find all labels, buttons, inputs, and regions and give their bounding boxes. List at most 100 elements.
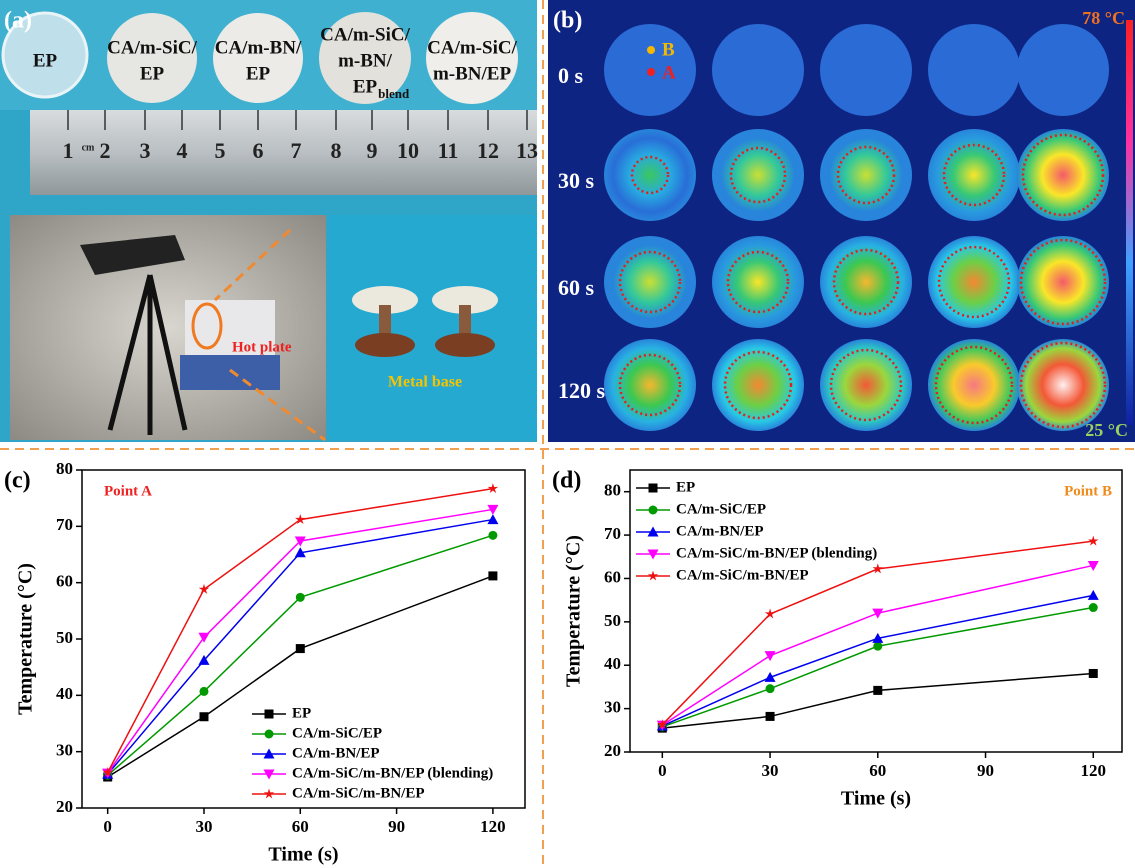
y-tick-label: 40 xyxy=(604,654,621,673)
ruler-number: 12 xyxy=(477,138,499,163)
data-point xyxy=(1088,603,1098,613)
thermal-disk xyxy=(604,339,696,431)
data-point xyxy=(657,719,668,730)
data-point xyxy=(1088,668,1098,678)
ruler-number: 3 xyxy=(140,138,151,163)
series-line xyxy=(662,594,1094,727)
data-point xyxy=(872,608,884,619)
data-point xyxy=(487,504,499,515)
ruler-unit: cm xyxy=(82,142,95,153)
hot-zone-ring xyxy=(1019,238,1107,326)
y-tick-label: 50 xyxy=(56,628,73,647)
color-bar xyxy=(1126,20,1133,425)
y-tick-label: 30 xyxy=(604,698,621,717)
thermal-disk xyxy=(928,129,1020,221)
time-label: 120 s xyxy=(558,378,606,403)
data-point xyxy=(199,712,209,722)
hot-zone-ring xyxy=(618,353,682,417)
data-point xyxy=(199,686,209,696)
legend-marker xyxy=(263,748,275,759)
thermal-disk xyxy=(604,236,696,328)
y-tick-label: 60 xyxy=(604,567,621,586)
sample-label: CA/m-SiC/ xyxy=(427,37,517,58)
data-point xyxy=(873,641,883,651)
y-tick-label: 20 xyxy=(56,797,73,816)
sample-disk xyxy=(213,13,303,103)
hot-zone-ring xyxy=(934,345,1014,425)
panel-label: (a) xyxy=(4,8,32,34)
highlight-ring xyxy=(191,302,223,350)
thermal-disk xyxy=(604,129,696,221)
data-point xyxy=(764,651,776,662)
legend-label: CA/m-SiC/m-BN/EP (blending) xyxy=(292,765,493,781)
data-point xyxy=(198,632,210,643)
thermal-disk xyxy=(928,339,1020,431)
y-tick-label: 30 xyxy=(56,741,73,760)
legend-marker xyxy=(647,570,659,581)
data-point xyxy=(198,654,210,665)
y-tick-label: 70 xyxy=(56,515,73,534)
legend-label: CA/m-SiC/EP xyxy=(292,725,382,741)
y-tick-label: 20 xyxy=(604,741,621,760)
hot-zone-ring xyxy=(836,145,896,205)
legend-marker xyxy=(263,769,275,780)
sample-disk xyxy=(426,12,518,104)
thermal-disk xyxy=(820,24,912,116)
y-axis-label: Temperature (°C) xyxy=(563,535,585,687)
series-line xyxy=(107,534,494,776)
y-axis-label: Temperature (°C) xyxy=(15,563,37,715)
series-line xyxy=(662,606,1094,728)
base-stem xyxy=(379,305,391,335)
data-point xyxy=(488,571,498,581)
legend-marker xyxy=(264,729,274,739)
y-tick-label: 70 xyxy=(604,524,621,543)
sample-label: CA/m-SiC/ xyxy=(320,24,410,45)
point-label: A xyxy=(662,62,676,83)
pointer xyxy=(213,228,292,302)
scale-max: 78 °C xyxy=(1082,8,1125,28)
hot-zone-ring xyxy=(726,250,790,314)
ruler-number: 2 xyxy=(100,138,111,163)
hot-zone-ring xyxy=(630,155,670,195)
time-label: 60 s xyxy=(558,275,595,300)
thermal-disk xyxy=(712,129,804,221)
x-tick-label: 30 xyxy=(762,761,779,780)
legend-label: CA/m-BN/EP xyxy=(676,523,764,539)
thermal-disk xyxy=(712,24,804,116)
series-line xyxy=(661,564,1094,726)
x-tick-label: 120 xyxy=(480,817,506,836)
ruler-number: 8 xyxy=(331,138,342,163)
data-point xyxy=(295,514,306,525)
sample-label: CA/m-SiC/ xyxy=(107,37,197,58)
thermal-disk xyxy=(1017,129,1109,221)
thermal-disk xyxy=(1017,339,1109,431)
panel-label: (c) xyxy=(4,468,31,494)
x-tick-label: 30 xyxy=(195,817,212,836)
legend-label: EP xyxy=(676,479,695,495)
annotation: Hot plate xyxy=(232,339,292,355)
hot-zone-ring xyxy=(832,248,900,316)
base-plate xyxy=(355,333,415,357)
ruler-number: 1 xyxy=(63,138,74,163)
data-point xyxy=(294,547,306,558)
ruler-number: 4 xyxy=(177,138,188,163)
series-line xyxy=(661,540,1094,726)
thermal-disk xyxy=(928,24,1020,116)
y-tick-label: 50 xyxy=(604,611,621,630)
panel-label: (b) xyxy=(553,8,582,34)
legend-marker xyxy=(647,526,659,537)
base-stem xyxy=(459,305,471,335)
camera xyxy=(80,235,185,275)
data-point xyxy=(102,767,113,777)
x-tick-label: 0 xyxy=(658,761,667,780)
hot-zone-ring xyxy=(729,146,787,204)
data-point xyxy=(294,536,306,547)
base-sample xyxy=(432,286,498,314)
ruler-number: 11 xyxy=(438,138,459,163)
sample-disk xyxy=(319,12,411,104)
x-tick-label: 0 xyxy=(103,817,112,836)
thermal-disk xyxy=(712,236,804,328)
subscript: blend xyxy=(378,86,410,101)
annotation: Metal base xyxy=(388,374,462,391)
